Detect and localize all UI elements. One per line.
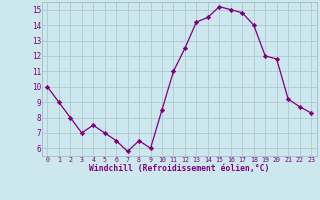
X-axis label: Windchill (Refroidissement éolien,°C): Windchill (Refroidissement éolien,°C) bbox=[89, 164, 269, 173]
